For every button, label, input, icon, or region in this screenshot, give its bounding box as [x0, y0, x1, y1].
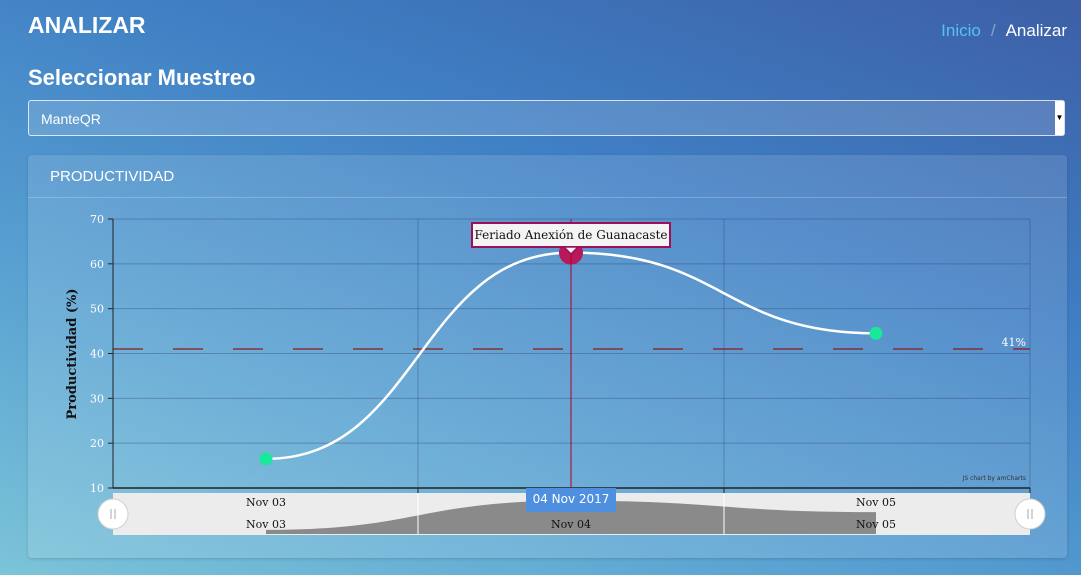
scrollbar-label: Nov 05	[856, 518, 896, 531]
annotation-text: Feriado Anexión de Guanacaste	[475, 228, 668, 242]
y-tick-label: 70	[90, 213, 104, 226]
productivity-card-title: PRODUCTIVIDAD	[28, 155, 1067, 198]
scrollbar-left-handle[interactable]	[97, 498, 129, 530]
chart-guides: 41%	[113, 336, 1030, 350]
chart-scrollbar: Nov 03 Nov 04 Nov 05 Nov 03 Nov 05	[97, 493, 1046, 535]
scrollbar-right-handle[interactable]	[1014, 498, 1046, 530]
y-axis-title: Productividad (%)	[65, 289, 80, 420]
cursor-label-box	[526, 488, 616, 512]
y-tick-label: 50	[90, 303, 104, 316]
breadcrumb: Inicio / Analizar	[941, 21, 1067, 41]
breadcrumb-separator: /	[990, 21, 996, 40]
y-tick-label: 60	[90, 258, 104, 271]
y-tick-label: 40	[90, 348, 104, 361]
guide-label: 41%	[1002, 336, 1026, 349]
cursor-label: 04 Nov 2017	[533, 492, 610, 506]
scrollbar-range-label: Nov 03	[246, 496, 286, 509]
page-title: ANALIZAR	[28, 12, 146, 38]
chart-credit: JS chart by amCharts	[962, 475, 1026, 482]
data-point[interactable]	[259, 452, 273, 466]
scrollbar-label: Nov 04	[551, 518, 591, 531]
dropdown-arrow-icon[interactable]: ▼	[1055, 101, 1064, 135]
sampling-select[interactable]: ManteQR ▼	[28, 100, 1065, 136]
breadcrumb-home-link[interactable]: Inicio	[941, 21, 981, 40]
sampling-selected-value: ManteQR	[41, 111, 101, 127]
scrollbar-label: Nov 03	[246, 518, 286, 531]
breadcrumb-current: Analizar	[1005, 21, 1067, 40]
data-point[interactable]	[869, 326, 883, 340]
chart-axes: 10 20 30 40 50 60 70 Productividad (%)	[65, 213, 1031, 495]
scrollbar-range-label: Nov 05	[856, 496, 896, 509]
sampling-section-title: Seleccionar Muestreo	[28, 65, 256, 90]
y-tick-label: 10	[90, 482, 104, 495]
y-tick-label: 30	[90, 392, 104, 405]
annotation-pointer	[562, 246, 580, 256]
chart-overlay: 04 Nov 2017 Feriado Anexión de Guanacaste…	[471, 219, 1026, 512]
y-tick-label: 20	[90, 437, 104, 450]
